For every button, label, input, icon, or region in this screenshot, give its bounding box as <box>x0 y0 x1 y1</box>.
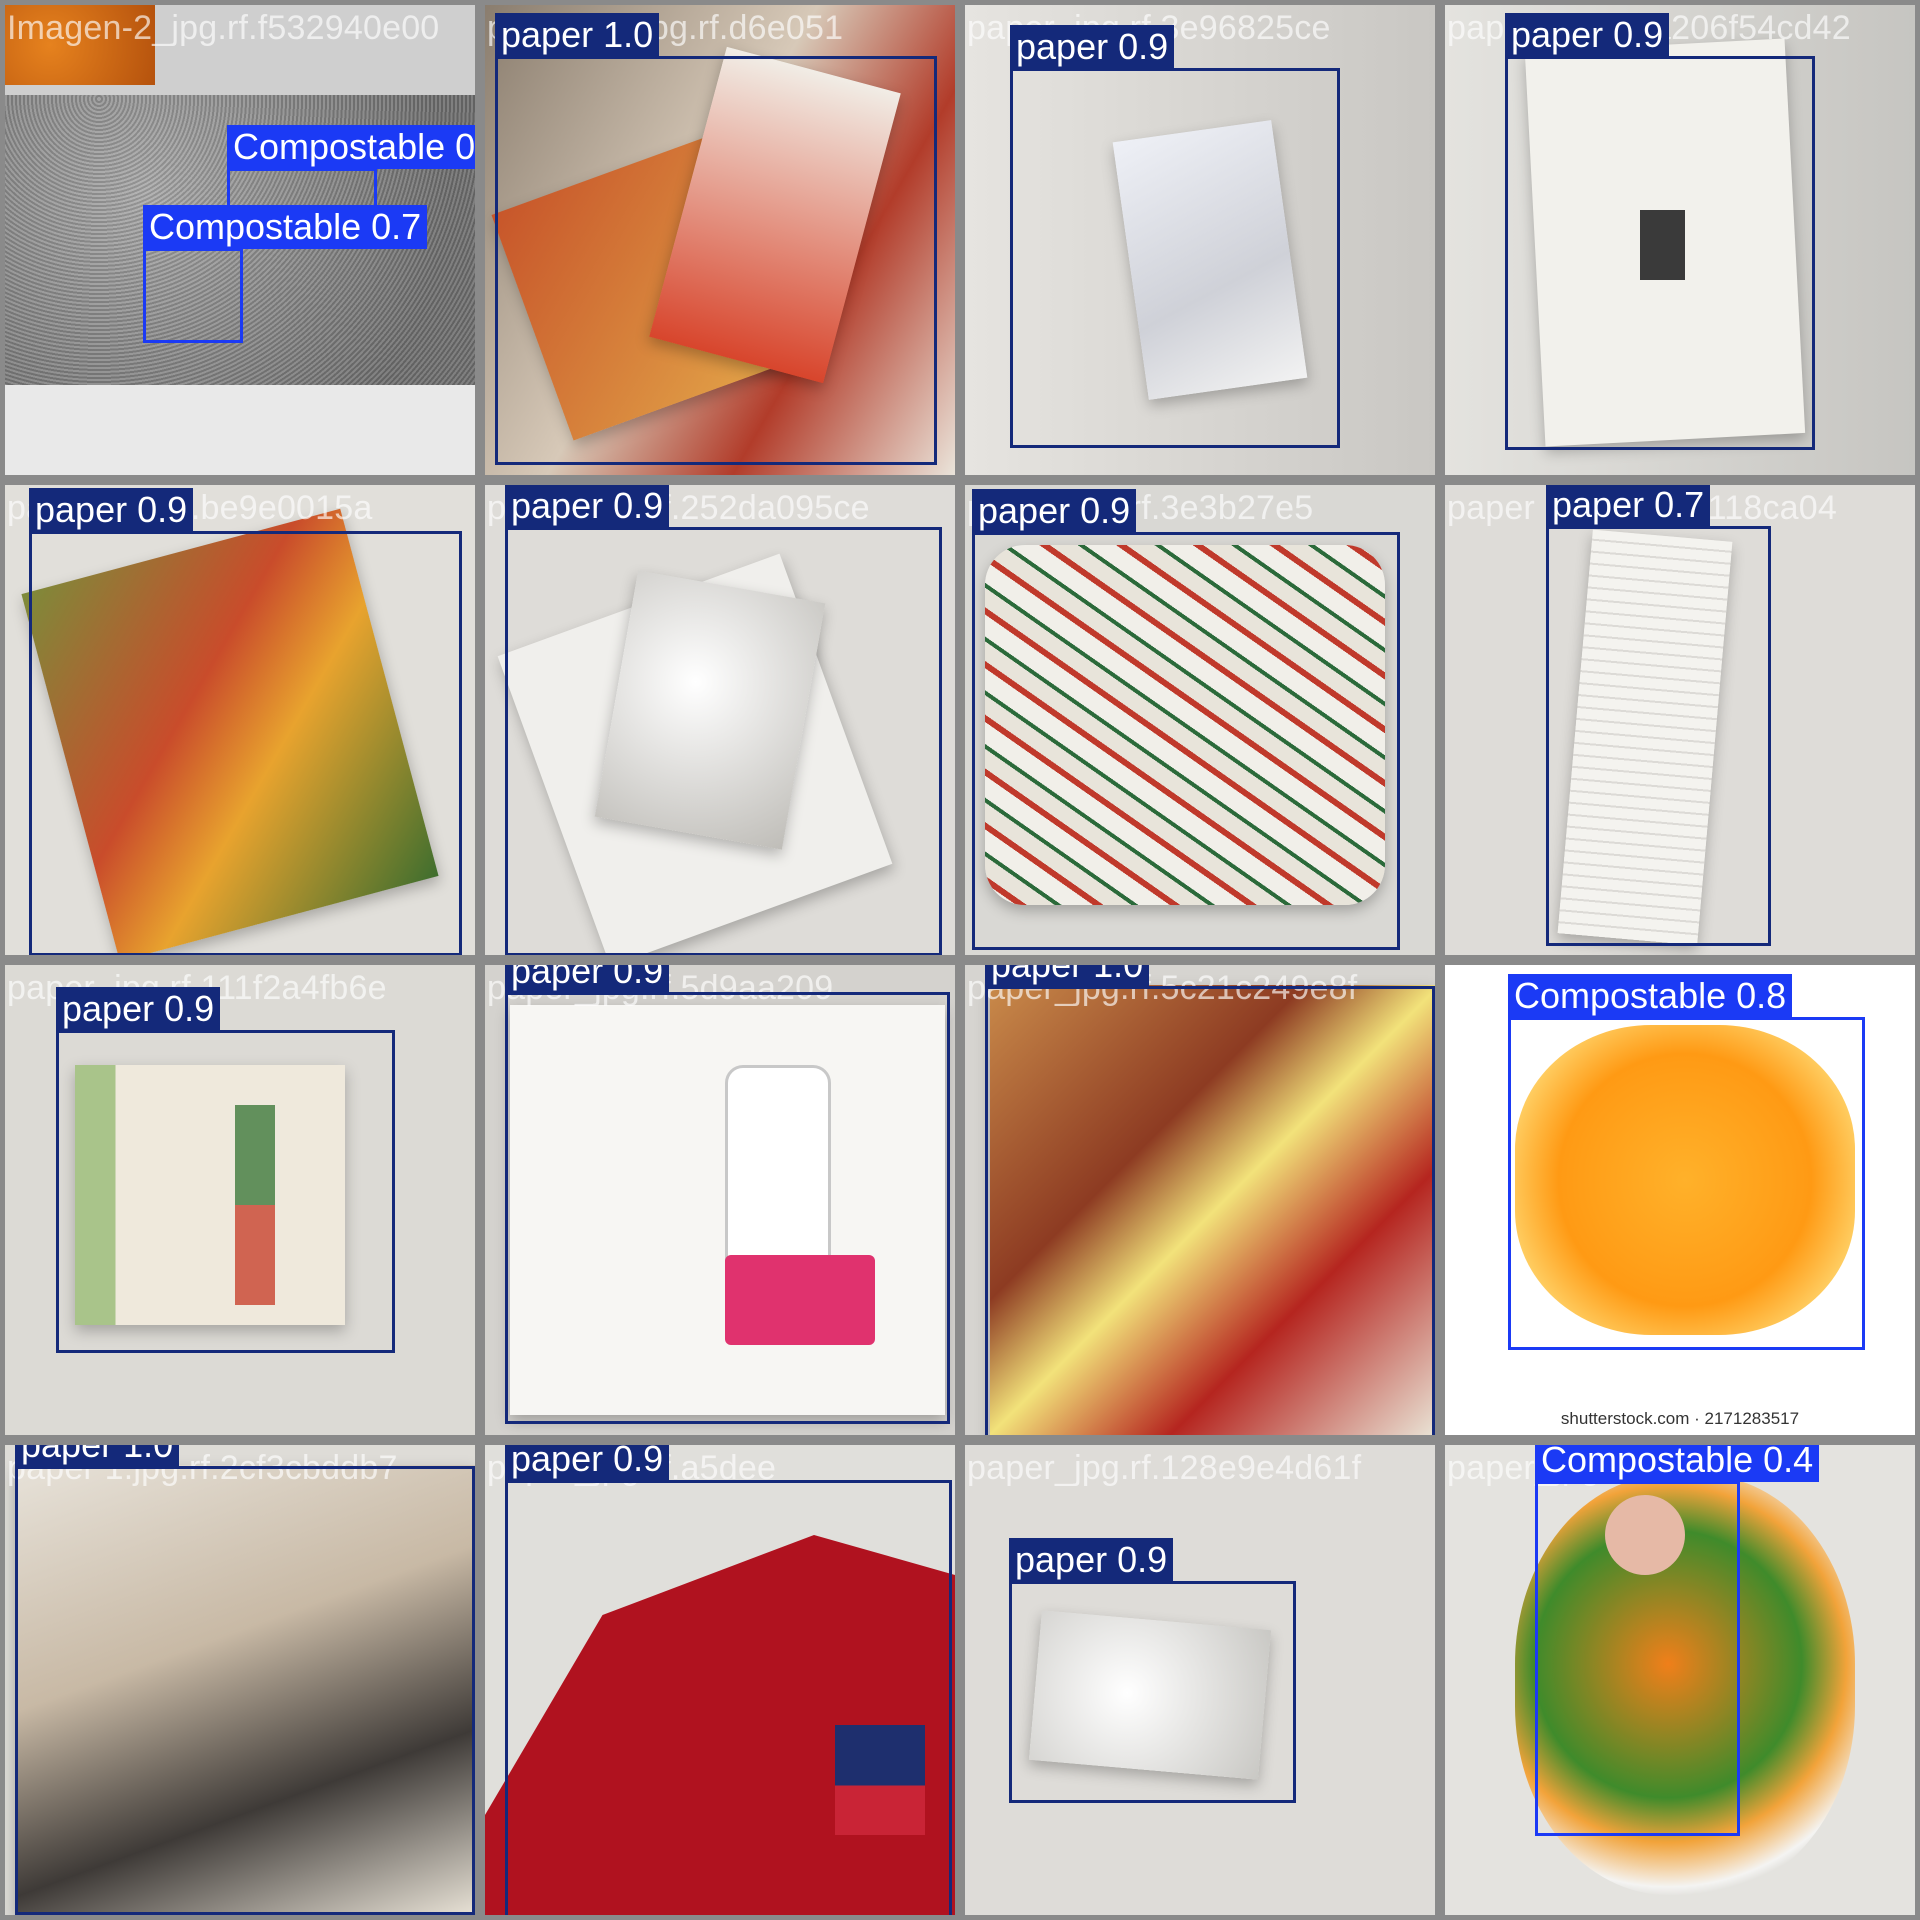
image-tile: paper_jpg.rf.3e96825cepaper 0.9 <box>960 0 1440 480</box>
detection-box: paper 0.9 <box>1010 25 1340 448</box>
photo-content <box>1515 1025 1855 1335</box>
detection-box: paper 1.0 <box>15 1445 475 1915</box>
photo-content <box>1605 1495 1685 1575</box>
detection-label: Compostable 0.7 <box>143 205 428 249</box>
image-tile: paper_jpg.rf.5c21c249e8f paper 1.0 <box>960 960 1440 1440</box>
detection-box: paper 1.0 <box>985 965 1435 1435</box>
detection-label: Compostable 0.7 <box>227 125 475 169</box>
photo-content <box>985 545 1385 905</box>
photo-content <box>990 985 1435 1435</box>
photo-content <box>5 5 155 85</box>
image-tile: paper_jpg.rf.111f2a4fb6epaper 0.9 <box>0 960 480 1440</box>
detection-label: paper 0.9 <box>972 489 1137 533</box>
detection-box: Compostable 0.7 <box>143 205 428 343</box>
image-tile: paper_jpg.rf.4cd6d7Compostable 0.8shutte… <box>1440 960 1920 1440</box>
detection-label: paper 0.9 <box>1505 13 1670 57</box>
detection-label: Compostable 0.8 <box>1508 974 1793 1018</box>
detection-box: paper 0.9 <box>505 965 950 1424</box>
filename-caption: paper_jpg.rf.128e9e4d61f <box>967 1449 1362 1487</box>
detection-label: paper 1.0 <box>985 965 1150 987</box>
detection-label: paper 0.9 <box>505 485 670 528</box>
detection-label: paper 1.0 <box>495 13 660 57</box>
photo-content <box>235 1105 275 1305</box>
detection-box: paper 0.9 <box>972 489 1400 950</box>
photo-content <box>5 385 475 475</box>
image-tile: Imagen-2_jpg.rf.f532940e00 Compostable 0.… <box>0 0 480 480</box>
photo-content <box>75 1065 345 1325</box>
detection-label: paper 1.0 <box>15 1445 180 1467</box>
image-tile: paper_jpg.rf.52bCompostable 0.4 <box>1440 1440 1920 1920</box>
filename-caption: Imagen-2_jpg.rf.f532940e00 <box>7 9 440 47</box>
image-tile: paper_jpg.rf.a5deepaper 0.9 <box>480 1440 960 1920</box>
image-tile: paper_jpg.rf.252da095ce paper 0.9 <box>480 480 960 960</box>
detection-label: paper 0.9 <box>505 965 670 993</box>
detection-box: paper 0.9 <box>1009 1538 1296 1803</box>
detection-label: Compostable 0.4 <box>1535 1445 1820 1482</box>
detection-label: paper 0.9 <box>29 488 194 532</box>
detection-label: paper 0.7 <box>1546 485 1711 527</box>
detection-box: paper 1.0 <box>495 13 937 465</box>
detection-box: paper 0.9 <box>1505 13 1815 450</box>
detection-label: paper 0.9 <box>1010 25 1175 69</box>
detection-box: Compostable 0.8 <box>1508 974 1865 1350</box>
photo-content <box>725 1255 875 1345</box>
image-tile: paper_jpg.rf.be9e0015apaper 0.9 <box>0 480 480 960</box>
detection-box: Compostable 0.7 <box>227 125 475 208</box>
detection-box: Compostable 0.4 <box>1535 1445 1820 1836</box>
photo-content <box>1640 210 1685 280</box>
image-tile: paper_jpg.rf.3e3b27e5 paper 0.9 <box>960 480 1440 960</box>
detection-box: paper 0.9 <box>56 987 395 1353</box>
image-tile: paper_jpg.rf.5d9aa209paper 0.9 <box>480 960 960 1440</box>
detection-box: paper 0.9 <box>29 488 462 955</box>
image-tile: paper 1.0 jpg.rf.d6e051 paper 1.0 <box>480 0 960 480</box>
detection-label: paper 0.9 <box>56 987 221 1031</box>
detection-label: paper 0.9 <box>1009 1538 1174 1582</box>
detection-box: paper 0.9 <box>505 485 942 955</box>
photo-content <box>15 1465 475 1915</box>
image-tile: paper 1.jpg.rf.2cf3cbddb7 paper 1.0 <box>0 1440 480 1920</box>
detection-label: paper 0.9 <box>505 1445 670 1481</box>
image-tile: paper 1.jpg.rf.bfe118ca04paper 0.7 <box>1440 480 1920 960</box>
detection-box: paper 0.9 <box>505 1445 952 1915</box>
photo-content <box>835 1725 925 1835</box>
watermark-text: shutterstock.com · 2171283517 <box>1560 1409 1800 1428</box>
detection-box: paper 0.7 <box>1546 485 1771 946</box>
photo-content <box>1515 1475 1855 1895</box>
